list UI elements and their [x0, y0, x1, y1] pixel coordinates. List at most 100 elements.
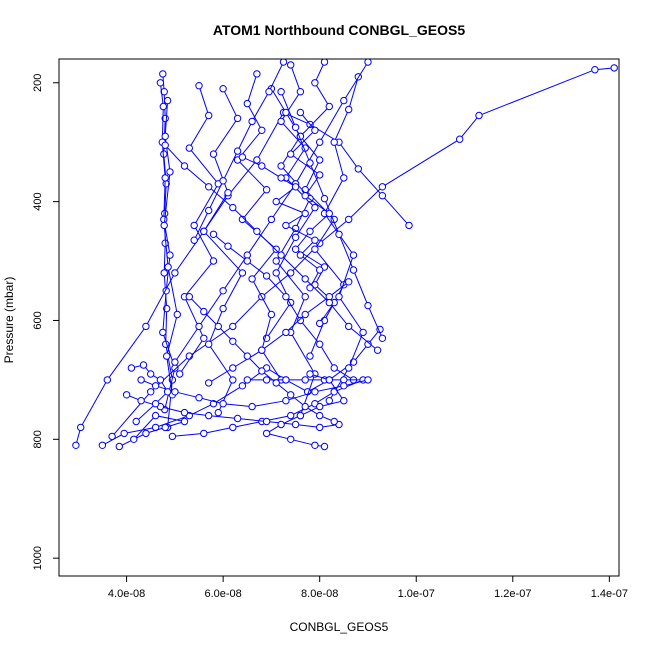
- data-point: [378, 183, 387, 191]
- data-point: [316, 423, 324, 432]
- data-point: [282, 293, 290, 301]
- data-point: [610, 64, 618, 72]
- data-point: [127, 364, 136, 372]
- data-point: [243, 376, 252, 384]
- data-point: [378, 334, 387, 342]
- series-line: [164, 144, 378, 351]
- data-point: [279, 59, 288, 66]
- data-point: [311, 441, 319, 449]
- data-point: [364, 301, 372, 310]
- data-point: [262, 429, 271, 438]
- data-point: [160, 221, 168, 230]
- data-point: [180, 417, 189, 426]
- data-point: [316, 266, 324, 274]
- data-point: [282, 221, 290, 230]
- data-point: [159, 102, 168, 111]
- data-point: [180, 408, 189, 417]
- data-point: [306, 370, 314, 378]
- data-point: [301, 402, 309, 411]
- data-point: [209, 230, 218, 239]
- data-point: [147, 370, 155, 378]
- data-point: [301, 376, 309, 384]
- series-line: [266, 64, 316, 339]
- data-point: [345, 364, 353, 372]
- data-point: [238, 153, 247, 161]
- data-point: [229, 337, 237, 345]
- data-point: [233, 414, 242, 423]
- data-point: [185, 293, 194, 301]
- series-11: [200, 85, 247, 417]
- series-27: [185, 293, 338, 426]
- y-tick-label: 1000: [32, 546, 44, 570]
- data-point: [349, 266, 358, 274]
- data-point: [311, 126, 319, 135]
- data-point: [340, 382, 348, 390]
- data-point: [205, 340, 213, 348]
- data-point: [345, 105, 353, 114]
- data-point: [238, 215, 247, 224]
- data-point: [287, 435, 295, 443]
- series-15: [277, 88, 387, 342]
- data-point: [311, 79, 319, 87]
- data-point: [258, 367, 266, 375]
- data-point: [166, 168, 174, 176]
- data-point: [311, 245, 319, 253]
- data-point: [301, 192, 309, 200]
- data-point: [229, 376, 237, 384]
- data-point: [291, 233, 300, 242]
- x-tick-label: 1.4e-07: [591, 588, 628, 600]
- series-20: [122, 391, 343, 432]
- data-point: [277, 88, 285, 96]
- data-point: [316, 411, 324, 420]
- data-point: [272, 197, 280, 206]
- series-line: [265, 373, 345, 447]
- data-point: [219, 177, 227, 185]
- series-24: [205, 278, 353, 387]
- data-point: [171, 269, 179, 277]
- data-point: [219, 400, 227, 408]
- data-point: [316, 319, 324, 328]
- data-point: [277, 420, 285, 429]
- data-point: [229, 203, 237, 212]
- data-point: [243, 352, 252, 360]
- data-point: [98, 441, 107, 449]
- data-point: [200, 334, 208, 342]
- data-point: [364, 340, 372, 348]
- data-point: [229, 322, 237, 331]
- data-point: [272, 269, 280, 277]
- data-point: [195, 394, 203, 402]
- data-point: [253, 70, 261, 78]
- data-point: [171, 388, 179, 396]
- data-point: [359, 328, 367, 337]
- data-point: [296, 108, 305, 117]
- data-point: [205, 206, 213, 215]
- data-point: [277, 251, 285, 259]
- data-point: [277, 162, 285, 170]
- data-point: [291, 420, 300, 429]
- data-point: [306, 284, 314, 292]
- series-line: [289, 112, 335, 324]
- data-point: [219, 85, 227, 93]
- data-point: [325, 397, 333, 405]
- series-16: [209, 230, 358, 384]
- series-line: [280, 91, 383, 339]
- data-point: [316, 156, 324, 164]
- data-point: [209, 150, 218, 158]
- series-line: [159, 82, 176, 410]
- data-point: [475, 111, 483, 120]
- series-28: [190, 59, 288, 244]
- data-point: [291, 123, 300, 132]
- series-12: [176, 82, 223, 378]
- data-point: [311, 388, 319, 396]
- y-tick-label: 800: [32, 430, 44, 448]
- series-line: [119, 415, 185, 447]
- data-point: [72, 441, 80, 449]
- data-point: [320, 194, 329, 203]
- axes-layer: 4.0e-08 6.0e-08 8.0e-08 1.0e-07 1.2e-07 1.4e-…: [32, 74, 628, 600]
- data-point: [159, 70, 167, 78]
- series-line: [126, 394, 340, 428]
- data-point: [262, 272, 271, 280]
- data-point: [161, 174, 169, 182]
- data-point: [214, 408, 223, 417]
